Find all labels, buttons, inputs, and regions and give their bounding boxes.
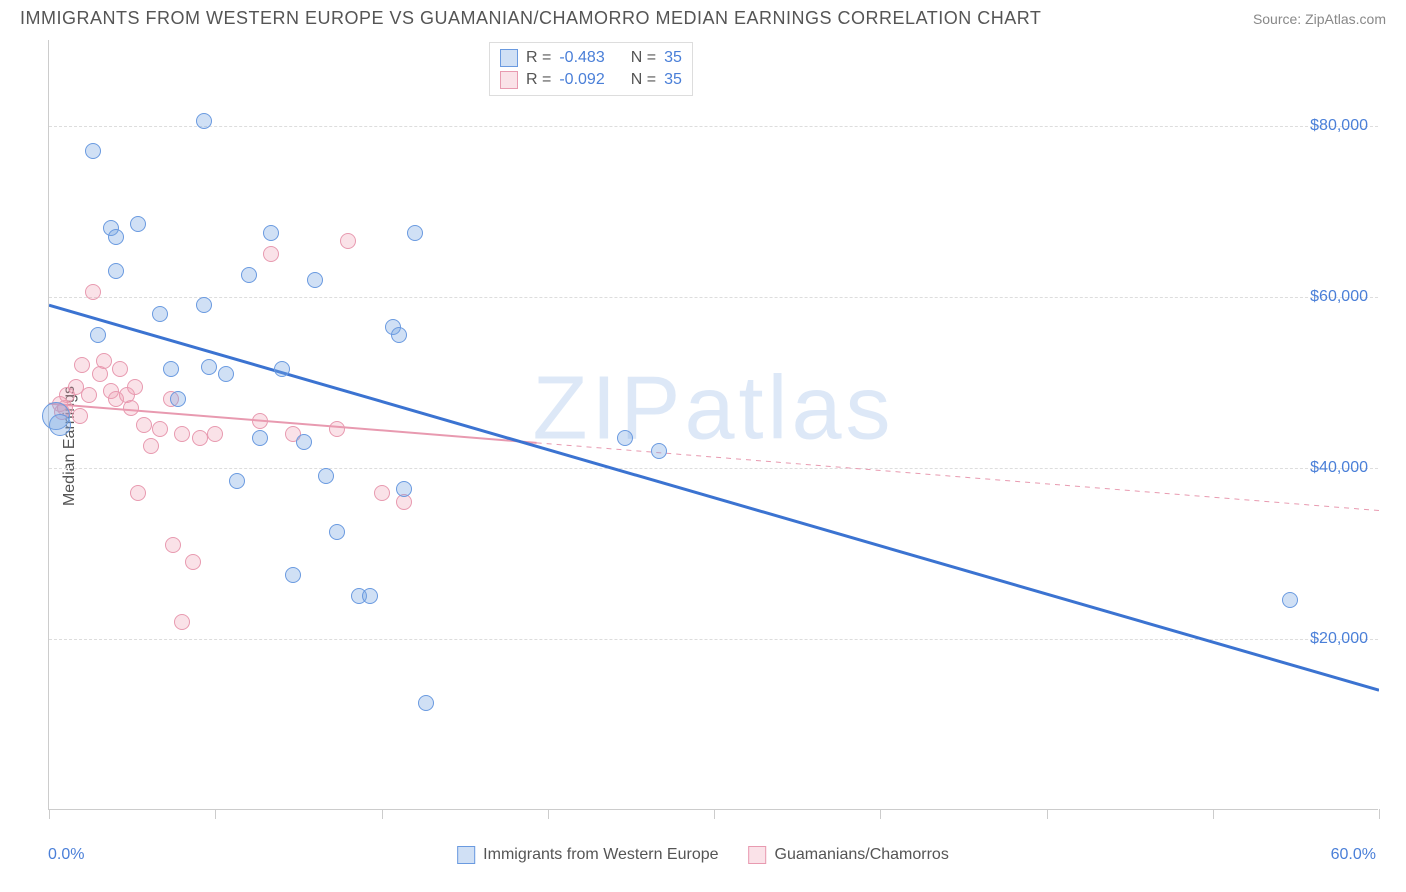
gridline <box>49 639 1378 640</box>
header: IMMIGRANTS FROM WESTERN EUROPE VS GUAMAN… <box>0 0 1406 33</box>
x-tick <box>880 809 881 819</box>
gridline <box>49 297 1378 298</box>
legend-correlation-row: R =-0.483N =35 <box>500 47 682 69</box>
x-tick <box>714 809 715 819</box>
legend-swatch <box>500 49 518 67</box>
y-tick-label: $80,000 <box>1310 117 1368 135</box>
data-point <box>96 353 112 369</box>
source-label: Source: ZipAtlas.com <box>1253 11 1386 27</box>
data-point <box>108 229 124 245</box>
data-point <box>374 485 390 501</box>
data-point <box>85 143 101 159</box>
y-tick-label: $20,000 <box>1310 630 1368 648</box>
data-point <box>127 379 143 395</box>
data-point <box>152 421 168 437</box>
x-tick <box>49 809 50 819</box>
data-point <box>72 408 88 424</box>
data-point <box>362 588 378 604</box>
legend-swatch <box>749 846 767 864</box>
data-point <box>174 426 190 442</box>
legend-series-label: Guamanians/Chamorros <box>775 846 949 864</box>
watermark: ZIPatlas <box>532 358 894 461</box>
data-point <box>418 695 434 711</box>
data-point <box>229 473 245 489</box>
data-point <box>391 327 407 343</box>
x-tick <box>1213 809 1214 819</box>
x-tick <box>548 809 549 819</box>
data-point <box>218 366 234 382</box>
data-point <box>112 361 128 377</box>
data-point <box>123 400 139 416</box>
legend-swatch <box>500 71 518 89</box>
chart-plot-area: ZIPatlas $20,000 $40,000 $60,000 $80,000 R … <box>48 40 1378 810</box>
data-point <box>74 357 90 373</box>
data-point <box>90 327 106 343</box>
legend-correlation: R =-0.483N =35R =-0.092N =35 <box>489 42 693 96</box>
legend-series-item: Guamanians/Chamorros <box>749 846 949 864</box>
data-point <box>170 391 186 407</box>
data-point <box>192 430 208 446</box>
x-tick <box>382 809 383 819</box>
trend-lines <box>49 40 1379 810</box>
data-point <box>136 417 152 433</box>
data-point <box>81 387 97 403</box>
legend-series-label: Immigrants from Western Europe <box>483 846 718 864</box>
data-point <box>130 216 146 232</box>
data-point <box>296 434 312 450</box>
data-point <box>49 414 71 436</box>
data-point <box>152 306 168 322</box>
data-point <box>108 263 124 279</box>
data-point <box>329 421 345 437</box>
data-point <box>85 284 101 300</box>
data-point <box>263 246 279 262</box>
data-point <box>252 430 268 446</box>
data-point <box>307 272 323 288</box>
data-point <box>651 443 667 459</box>
data-point <box>196 113 212 129</box>
data-point <box>396 481 412 497</box>
data-point <box>174 614 190 630</box>
legend-series-item: Immigrants from Western Europe <box>457 846 718 864</box>
x-tick <box>1047 809 1048 819</box>
data-point <box>340 233 356 249</box>
data-point <box>143 438 159 454</box>
data-point <box>318 468 334 484</box>
y-tick-label: $60,000 <box>1310 288 1368 306</box>
data-point <box>130 485 146 501</box>
x-tick <box>1379 809 1380 819</box>
legend-series: Immigrants from Western Europe Guamanians… <box>457 846 949 864</box>
x-axis-max-label: 60.0% <box>1331 846 1376 864</box>
data-point <box>241 267 257 283</box>
data-point <box>329 524 345 540</box>
data-point <box>165 537 181 553</box>
x-axis-min-label: 0.0% <box>48 846 84 864</box>
data-point <box>617 430 633 446</box>
data-point <box>185 554 201 570</box>
gridline <box>49 126 1378 127</box>
data-point <box>285 567 301 583</box>
legend-swatch <box>457 846 475 864</box>
chart-title: IMMIGRANTS FROM WESTERN EUROPE VS GUAMAN… <box>20 8 1041 29</box>
data-point <box>163 361 179 377</box>
data-point <box>201 359 217 375</box>
legend-correlation-row: R =-0.092N =35 <box>500 69 682 91</box>
data-point <box>196 297 212 313</box>
data-point <box>263 225 279 241</box>
data-point <box>207 426 223 442</box>
data-point <box>407 225 423 241</box>
data-point <box>1282 592 1298 608</box>
data-point <box>274 361 290 377</box>
x-tick <box>215 809 216 819</box>
y-tick-label: $40,000 <box>1310 459 1368 477</box>
gridline <box>49 468 1378 469</box>
data-point <box>252 413 268 429</box>
